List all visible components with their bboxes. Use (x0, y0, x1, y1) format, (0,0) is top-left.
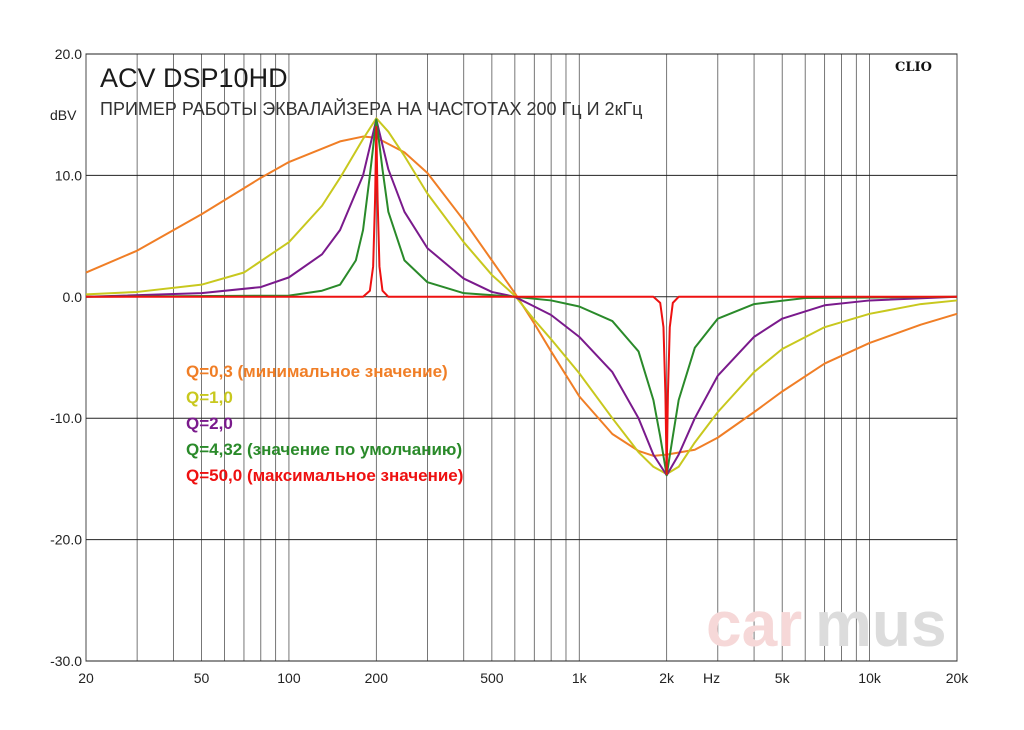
legend-entry-1: Q=0,3 (минимальное значение) (186, 362, 448, 381)
legend: Q=0,3 (минимальное значение) Q=1,0 Q=2,0 Q=… (186, 362, 463, 485)
y-tick-label: 20.0 (55, 46, 82, 62)
legend-entry-5: Q=50,0 (максимальное значение) (186, 466, 463, 485)
x-tick-label: 10k (858, 670, 882, 686)
y-tick-label: -10.0 (50, 410, 82, 426)
legend-entry-2: Q=1,0 (186, 388, 233, 407)
chart-title: ACV DSP10HD (100, 63, 288, 93)
y-tick-label: 10.0 (55, 167, 82, 183)
x-axis-label: Hz (703, 670, 720, 686)
x-tick-label: 5k (775, 670, 791, 686)
clio-brand-label: CLIO (895, 60, 932, 75)
x-tick-label: 200 (365, 670, 389, 686)
watermark: car mus (706, 588, 947, 660)
x-tick-label: 2k (659, 670, 675, 686)
x-tick-label: 50 (194, 670, 210, 686)
y-tick-label: 0.0 (63, 289, 83, 305)
series-line-2 (85, 117, 958, 476)
x-tick-label: 500 (480, 670, 504, 686)
x-tick-label: 20k (946, 670, 970, 686)
y-tick-label: -20.0 (50, 532, 82, 548)
series-line-1 (85, 135, 958, 457)
y-tick-label: -30.0 (50, 653, 82, 669)
legend-entry-4: Q=4,32 (значение по умолчанию) (186, 440, 462, 459)
y-tick-labels: 20.0 10.0 0.0 -10.0 -20.0 -30.0 (50, 46, 82, 669)
chart-subtitle: ПРИМЕР РАБОТЫ ЭКВАЛАЙЗЕРА НА ЧАСТОТАХ 20… (100, 98, 643, 119)
x-tick-labels: 20 50 100 200 500 1k 2k 5k 10k 20k (78, 670, 969, 686)
series-layer (85, 117, 958, 477)
series-line-3 (85, 118, 958, 477)
plot-background (85, 53, 958, 662)
legend-entry-3: Q=2,0 (186, 414, 233, 433)
y-axis-label: dBV (50, 107, 77, 123)
x-tick-label: 1k (572, 670, 588, 686)
series-line-4 (85, 118, 958, 477)
x-tick-label: 100 (277, 670, 301, 686)
x-tick-label: 20 (78, 670, 94, 686)
watermark-mus: mus (815, 588, 947, 660)
minor-grid (85, 54, 958, 661)
watermark-car: car (706, 588, 802, 660)
series-line-5 (86, 125, 957, 476)
